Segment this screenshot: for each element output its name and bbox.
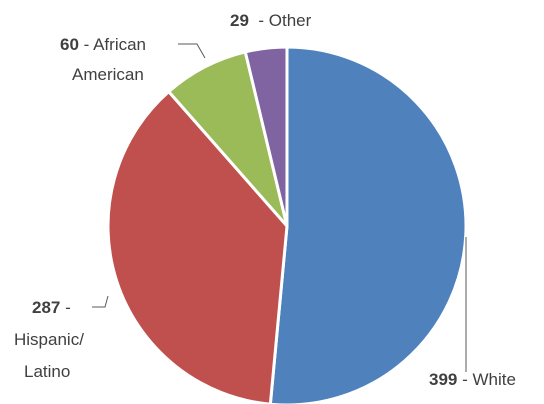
label-hispanic-line2: Latino (24, 362, 70, 381)
label-other-sep: - (249, 11, 269, 30)
pie-slice-white (268, 45, 468, 404)
label-other-value: 29 (230, 11, 249, 30)
label-african-sep: - (79, 35, 93, 54)
pie-slice-hispanic-latino (106, 90, 289, 404)
label-hispanic: 287 - (32, 298, 71, 317)
pie-slices (106, 45, 468, 404)
leader-lines (92, 43, 467, 372)
label-hispanic-value: 287 (32, 298, 60, 317)
label-african-value: 60 (60, 35, 79, 54)
label-hispanic-sep: - (60, 298, 70, 317)
pie-slice-other (243, 45, 289, 228)
label-other: 29 - Other (230, 11, 312, 30)
label-african-name: African (93, 35, 146, 54)
label-other-name: Other (269, 11, 312, 30)
label-white-name: White (472, 370, 515, 389)
label-african: 60 - African (60, 35, 146, 54)
leader-african (178, 43, 206, 59)
label-white-value: 399 (429, 370, 457, 389)
label-hispanic-line1: Hispanic/ (14, 330, 84, 349)
leader-hispanic (92, 295, 109, 308)
label-white-sep: - (457, 370, 472, 389)
label-african-line2: American (72, 65, 144, 84)
label-white: 399 - White (429, 370, 516, 389)
